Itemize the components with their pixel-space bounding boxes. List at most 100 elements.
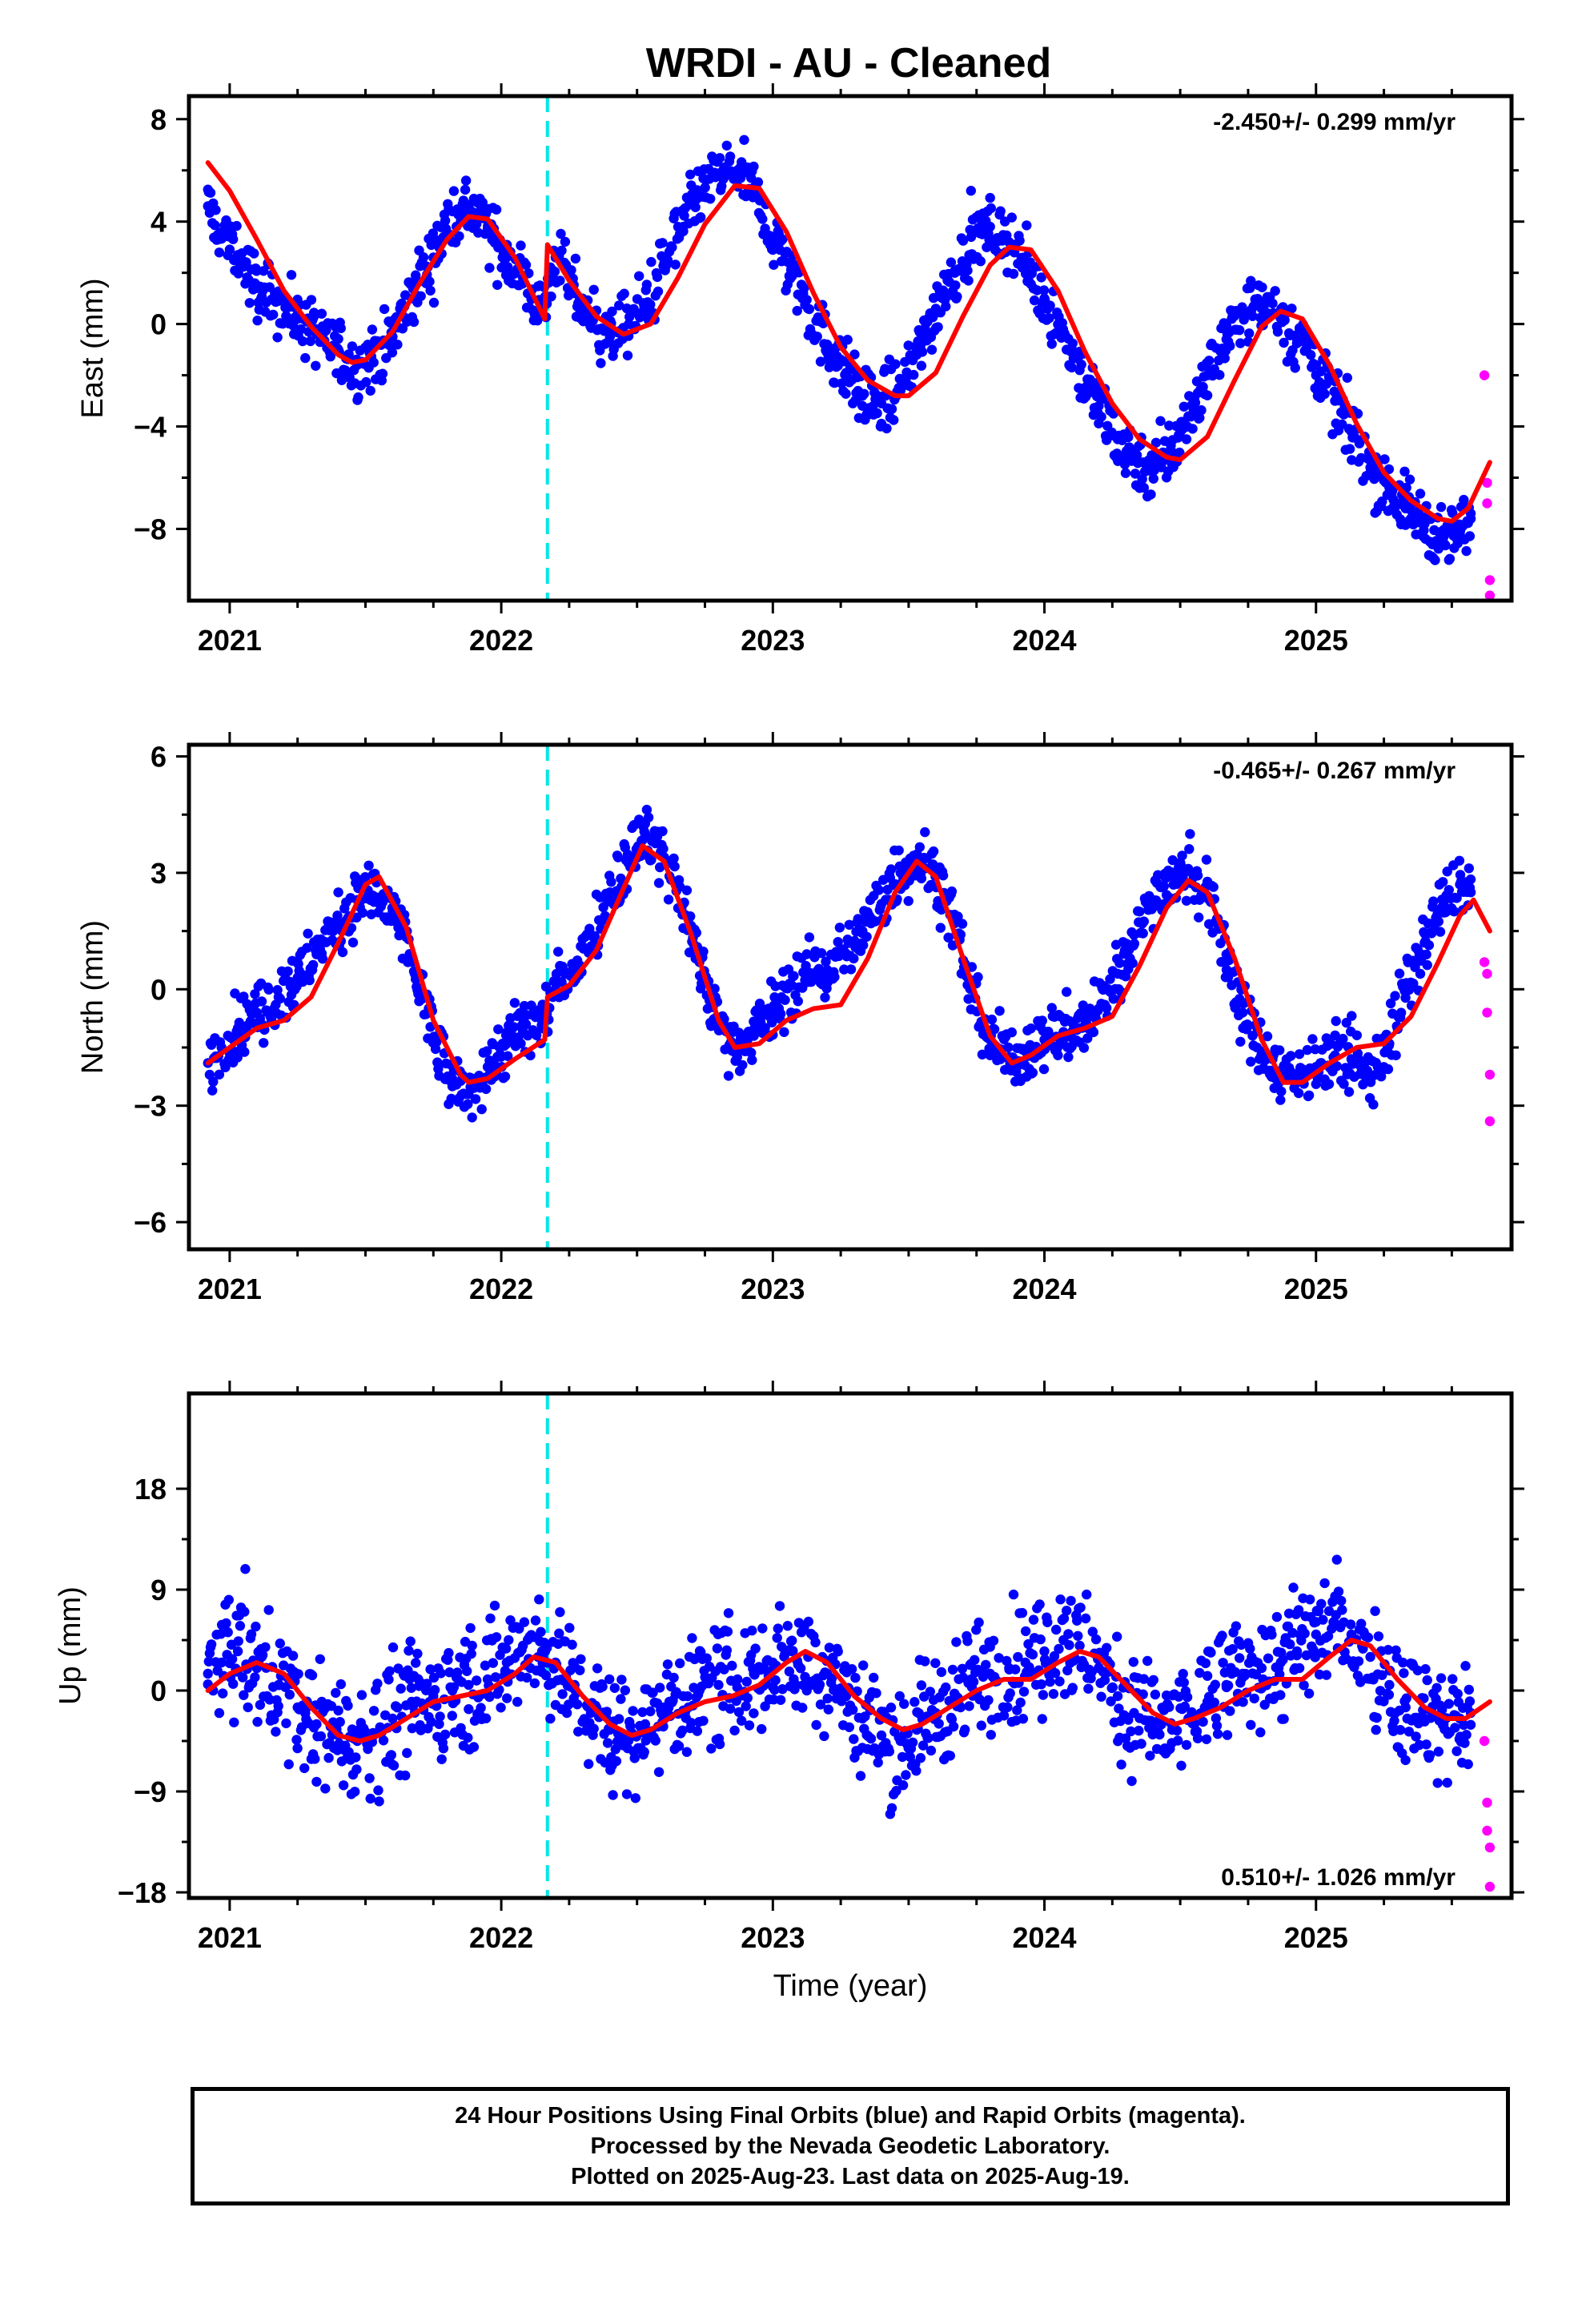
data-point xyxy=(597,1681,608,1692)
data-point xyxy=(905,1751,916,1763)
data-point xyxy=(886,404,897,414)
data-point xyxy=(1120,1733,1131,1743)
data-point xyxy=(1094,400,1104,412)
x-tick-label: 2021 xyxy=(198,1273,262,1305)
data-point xyxy=(950,1691,960,1702)
data-point xyxy=(292,314,303,324)
data-point xyxy=(1058,329,1069,340)
data-point xyxy=(1415,489,1426,499)
data-point xyxy=(216,231,227,243)
data-point xyxy=(243,1702,253,1713)
data-point xyxy=(619,288,629,299)
data-point xyxy=(1390,991,1400,1001)
data-point xyxy=(923,1733,934,1743)
data-point xyxy=(1054,1643,1064,1655)
data-point xyxy=(1379,454,1390,464)
data-point xyxy=(480,1713,492,1723)
data-point xyxy=(1130,468,1141,479)
data-point xyxy=(1148,473,1159,484)
data-point xyxy=(1094,1663,1104,1674)
data-point xyxy=(780,995,790,1005)
data-point xyxy=(1294,1049,1305,1059)
data-point xyxy=(1421,949,1431,960)
data-point xyxy=(526,1000,536,1011)
x-tick-label: 2023 xyxy=(741,1273,805,1305)
data-point xyxy=(463,1099,473,1110)
data-point xyxy=(842,335,853,345)
data-point xyxy=(1262,1031,1273,1042)
data-point xyxy=(1177,850,1187,861)
x-tick-label: 2024 xyxy=(1012,1921,1076,1954)
data-point xyxy=(476,1703,486,1713)
data-point xyxy=(1433,1747,1444,1757)
data-point xyxy=(1465,874,1476,885)
data-point xyxy=(622,350,633,361)
data-point xyxy=(365,385,375,396)
data-point xyxy=(536,1626,546,1637)
data-point xyxy=(1036,1679,1046,1690)
data-point xyxy=(1410,962,1420,972)
data-point xyxy=(1330,1030,1340,1041)
data-point xyxy=(1344,444,1355,454)
data-point xyxy=(889,415,899,425)
data-point xyxy=(1227,1644,1238,1655)
data-point xyxy=(1353,1656,1364,1667)
data-point xyxy=(1211,1720,1223,1731)
data-point xyxy=(909,1697,920,1707)
data-point xyxy=(799,283,809,293)
data-point xyxy=(692,1726,703,1736)
data-point xyxy=(1164,1702,1174,1712)
data-point xyxy=(1383,1690,1395,1700)
data-point xyxy=(1455,879,1465,890)
y-tick-label: −8 xyxy=(134,513,167,545)
data-point xyxy=(1194,912,1204,923)
data-point xyxy=(482,1046,492,1056)
data-point xyxy=(836,378,847,388)
data-point xyxy=(657,238,668,248)
data-point xyxy=(1403,1727,1415,1737)
y-tick-label: 0 xyxy=(151,973,167,1006)
data-point xyxy=(1443,1699,1455,1709)
data-point xyxy=(1246,275,1256,286)
data-point xyxy=(554,1628,564,1638)
data-point xyxy=(338,1780,349,1791)
data-point xyxy=(1114,958,1125,968)
data-point xyxy=(425,1664,436,1675)
data-point xyxy=(426,1717,436,1727)
rapid-orbit-points-east xyxy=(1479,370,1496,601)
data-point xyxy=(374,1796,384,1807)
data-point xyxy=(857,926,868,936)
data-point xyxy=(1037,1015,1048,1026)
data-point xyxy=(463,1732,473,1743)
data-point xyxy=(1235,325,1245,336)
data-point xyxy=(1384,483,1395,493)
data-point xyxy=(701,1653,712,1663)
data-point xyxy=(1129,939,1140,949)
data-point xyxy=(392,1703,403,1713)
data-point xyxy=(1400,503,1411,514)
data-point xyxy=(952,292,962,302)
data-point xyxy=(1290,363,1300,373)
data-point xyxy=(641,804,652,815)
data-point xyxy=(1319,1578,1330,1589)
data-point xyxy=(347,341,358,352)
y-tick-label: 6 xyxy=(151,741,167,774)
data-point xyxy=(1138,482,1150,493)
data-point xyxy=(1174,1691,1184,1702)
data-point xyxy=(772,1633,782,1643)
data-point xyxy=(447,206,458,217)
data-point xyxy=(1015,1697,1026,1708)
data-point xyxy=(508,1022,519,1032)
data-point xyxy=(787,1635,797,1646)
data-point xyxy=(1442,1777,1452,1788)
data-point xyxy=(1419,938,1430,948)
data-point xyxy=(876,1730,887,1741)
data-point xyxy=(291,1735,302,1745)
data-point xyxy=(946,257,957,267)
data-point xyxy=(295,324,307,335)
data-point xyxy=(774,1601,785,1611)
data-point xyxy=(962,265,973,275)
data-point xyxy=(890,359,901,369)
data-point xyxy=(667,242,677,252)
data-point xyxy=(1045,1676,1055,1687)
